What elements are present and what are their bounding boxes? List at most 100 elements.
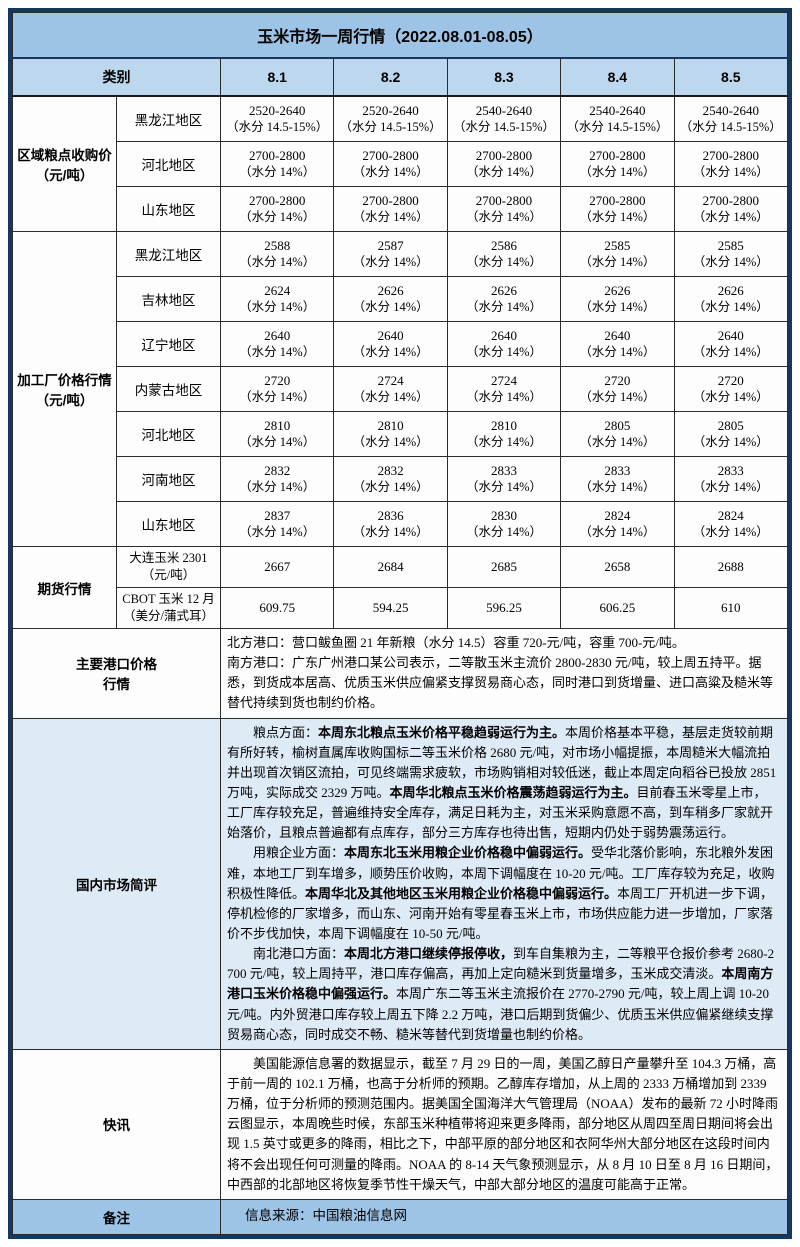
price-value: 2700-2800 [589, 147, 646, 163]
price-value: 2836 [377, 507, 404, 523]
col-header-date-2: 8.2 [333, 57, 448, 97]
price-value: 2824 [717, 507, 744, 523]
futures-value-cell: 2688 [673, 546, 789, 588]
commentary-paragraph: 粮点方面：本周东北粮点玉米价格平稳趋弱运行为主。本周价格基本平稳，基层走货较前期… [227, 723, 779, 844]
futures-contract-label: CBOT 玉米 12 月 （美分/蒲式耳） [116, 587, 221, 629]
commentary-text-run: 受华北落价影响，东北粮外发困难，本地工厂到车增多，顺势压价收购，本周下调幅度在 … [227, 845, 775, 901]
futures-value-cell: 610 [673, 587, 789, 629]
price-cell: 2587 （水分 14%） [333, 231, 448, 277]
moisture-note: （水分 14%） [692, 210, 769, 225]
price-table-row: 区域粮点收购价 （元/吨） 黑龙江地区 2520-2640 （水分 14.5-15%）… [12, 95, 789, 232]
region-label: 黑龙江地区 [116, 95, 221, 142]
corn-market-weekly-table: 玉米市场一周行情（2022.08.01-08.05） 类别 8.1 8.2 8.… [8, 8, 792, 1239]
price-value: 2810 [490, 417, 517, 433]
commentary-paragraph: 南北港口方面：本周北方港口继续停报停收，到车自集粮为主，二等粮平仓报价参考 26… [227, 944, 779, 1045]
region-label: 河南地区 [116, 456, 221, 502]
price-cell: 2836 （水分 14%） [333, 501, 448, 547]
port-paragraph: 南方港口：广东广州港口某公司表示，二等散玉米主流价 2800-2830 元/吨，… [227, 655, 774, 711]
moisture-note: （水分 14%） [239, 345, 316, 360]
price-cell: 2805 （水分 14%） [560, 411, 675, 457]
price-cell: 2720 （水分 14%） [219, 366, 335, 412]
moisture-note: （水分 14%） [352, 210, 429, 225]
price-value: 2832 [377, 462, 404, 478]
futures-value-cell: 2684 [333, 546, 448, 588]
moisture-note: （水分 14%） [352, 255, 429, 270]
column-header-row: 类别 8.1 8.2 8.3 8.4 8.5 [12, 57, 789, 97]
commentary-text-run: 目前春玉米零星上市，工厂库存较充足，普遍维持安全库存，满足日耗为主，对玉米采购意… [227, 784, 774, 841]
price-value: 2833 [604, 462, 631, 478]
price-value: 2640 [264, 327, 291, 343]
price-cell: 2724 （水分 14%） [446, 366, 562, 412]
price-value: 2724 [490, 372, 517, 388]
price-value: 2830 [490, 507, 517, 523]
price-value: 2540-2640 [589, 102, 646, 118]
futures-value-cell: 606.25 [560, 587, 675, 629]
price-cell: 2700-2800 （水分 14%） [219, 141, 335, 187]
price-value: 2626 [490, 282, 517, 298]
moisture-note: （水分 14%） [239, 300, 316, 315]
section-label-news: 快讯 [12, 1048, 221, 1200]
price-cell: 2700-2800 （水分 14%） [560, 186, 675, 232]
moisture-note: （水分 14%） [579, 165, 656, 180]
price-cell: 2833 （水分 14%） [560, 456, 675, 502]
title-row: 玉米市场一周行情（2022.08.01-08.05） [12, 12, 788, 59]
price-value: 2724 [377, 372, 404, 388]
head-rows: 玉米市场一周行情（2022.08.01-08.05） 类别 8.1 8.2 8.… [12, 12, 789, 97]
price-cell: 2700-2800 （水分 14%） [446, 141, 562, 187]
price-cell: 2626 （水分 14%） [673, 276, 789, 322]
price-cell: 2640 （水分 14%） [673, 321, 789, 367]
commentary-content: 粮点方面：本周东北粮点玉米价格平稳趋弱运行为主。本周价格基本平稳，基层走货较前期… [220, 717, 788, 1050]
price-cell: 2700-2800 （水分 14%） [333, 141, 448, 187]
moisture-note: （水分 14%） [239, 255, 316, 270]
price-cell: 2832 （水分 14%） [333, 456, 448, 502]
price-cell: 2585 （水分 14%） [560, 231, 675, 277]
price-cell: 2640 （水分 14%） [333, 321, 448, 367]
moisture-note: （水分 14%） [465, 165, 542, 180]
commentary-text-run: 本周广东二等玉米主流报价在 2770-2790 元/吨，较上周上调 10-20 … [227, 986, 774, 1042]
price-value: 2700-2800 [589, 192, 646, 208]
moisture-note: （水分 14%） [579, 300, 656, 315]
market-table: 玉米市场一周行情（2022.08.01-08.05） 类别 8.1 8.2 8.… [12, 12, 789, 1235]
commentary-text-run: 本周价格基本平稳，基层走货较前期有所好转，榆树直属库收购国标二等玉米价格 268… [227, 724, 777, 800]
price-cell: 2720 （水分 14%） [560, 366, 675, 412]
commentary-row: 国内市场简评 粮点方面：本周东北粮点玉米价格平稳趋弱运行为主。本周价格基本平稳，… [12, 717, 788, 1050]
price-value: 2837 [264, 507, 291, 523]
section-label-futures: 期货行情 [12, 546, 117, 629]
price-cell: 2588 （水分 14%） [219, 231, 335, 277]
price-value: 2833 [490, 462, 517, 478]
moisture-note: （水分 14.5-15%） [452, 120, 556, 135]
price-value: 2700-2800 [475, 147, 533, 163]
price-value: 2810 [377, 417, 404, 433]
price-value: 2700-2800 [249, 192, 306, 208]
port-paragraph: 北方港口：营口鲅鱼圈 21 年新粮（水分 14.5）容重 720-元/吨，容重 … [227, 635, 685, 650]
futures-value-cell: 2667 [219, 546, 335, 588]
commentary-paragraph: 用粮企业方面：本周东北玉米用粮企业价格稳中偏弱运行。受华北落价影响，东北粮外发困… [227, 843, 779, 944]
price-cell: 2810 （水分 14%） [219, 411, 335, 457]
section-label-ports: 主要港口价格 行情 [12, 628, 221, 719]
price-cell: 2640 （水分 14%） [446, 321, 562, 367]
moisture-note: （水分 14%） [692, 345, 769, 360]
price-cell: 2700-2800 （水分 14%） [219, 186, 335, 232]
price-table-row: 山东地区 2837 （水分 14%） 2836 （水分 14%） 2830 （水分 14%）… [13, 501, 789, 547]
price-value: 2585 [717, 237, 744, 253]
moisture-note: （水分 14%） [579, 435, 656, 450]
price-value: 2587 [377, 237, 404, 253]
price-cell: 2724 （水分 14%） [333, 366, 448, 412]
price-value: 2805 [717, 417, 744, 433]
moisture-note: （水分 14%） [239, 480, 316, 495]
page-title: 玉米市场一周行情（2022.08.01-08.05） [12, 12, 788, 59]
price-value: 2824 [604, 507, 631, 523]
price-value: 2700-2800 [249, 147, 306, 163]
commentary-text-run: 用粮企业方面： [253, 845, 345, 861]
price-cell: 2720 （水分 14%） [673, 366, 789, 412]
moisture-note: （水分 14.5-15%） [226, 120, 329, 135]
price-value: 2586 [490, 237, 517, 253]
futures-value-cell: 2685 [446, 546, 562, 588]
ports-content: 北方港口：营口鲅鱼圈 21 年新粮（水分 14.5）容重 720-元/吨，容重 … [220, 628, 788, 719]
price-table-row: 加工厂价格行情 （元/吨） 黑龙江地区 2588 （水分 14%） 2587 （水分 14… [12, 231, 789, 547]
commentary-bold-run: 本周华北及其他地区玉米用粮企业价格稳中偏弱运行。 [305, 885, 618, 901]
moisture-note: （水分 14%） [239, 390, 316, 405]
commentary-bold-run: 本周东北粮点玉米价格平稳趋弱运行为主。 [318, 724, 566, 740]
price-cell: 2824 （水分 14%） [673, 501, 789, 547]
price-value: 2640 [717, 327, 744, 343]
